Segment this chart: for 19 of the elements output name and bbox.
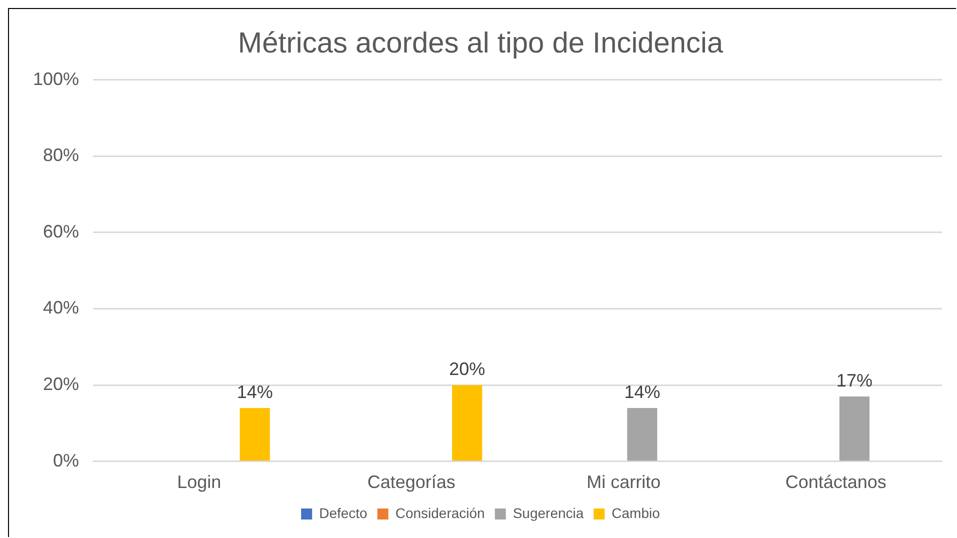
x-tick-label: Mi carrito <box>586 472 661 492</box>
chart-title: Métricas acordes al tipo de Incidencia <box>238 27 724 60</box>
x-tick-label: Login <box>177 472 222 492</box>
data-label: 14% <box>236 382 273 402</box>
y-tick-label: 20% <box>43 374 80 394</box>
data-label: 17% <box>836 370 872 390</box>
y-tick-label: 0% <box>53 450 80 470</box>
legend-label: Consideración <box>395 504 485 521</box>
legend-label: Cambio <box>612 504 660 521</box>
x-tick-label: Categorías <box>367 472 456 492</box>
y-tick-label: 80% <box>43 145 80 166</box>
y-tick-label: 60% <box>43 221 80 242</box>
x-tick-label: Contáctanos <box>785 472 886 492</box>
legend-label: Sugerencia <box>512 504 584 521</box>
data-label: 20% <box>449 359 486 380</box>
y-tick-label: 40% <box>43 298 80 318</box>
y-tick-label: 100% <box>32 68 80 89</box>
legend-label: Defecto <box>319 504 368 521</box>
data-label: 14% <box>624 382 660 402</box>
